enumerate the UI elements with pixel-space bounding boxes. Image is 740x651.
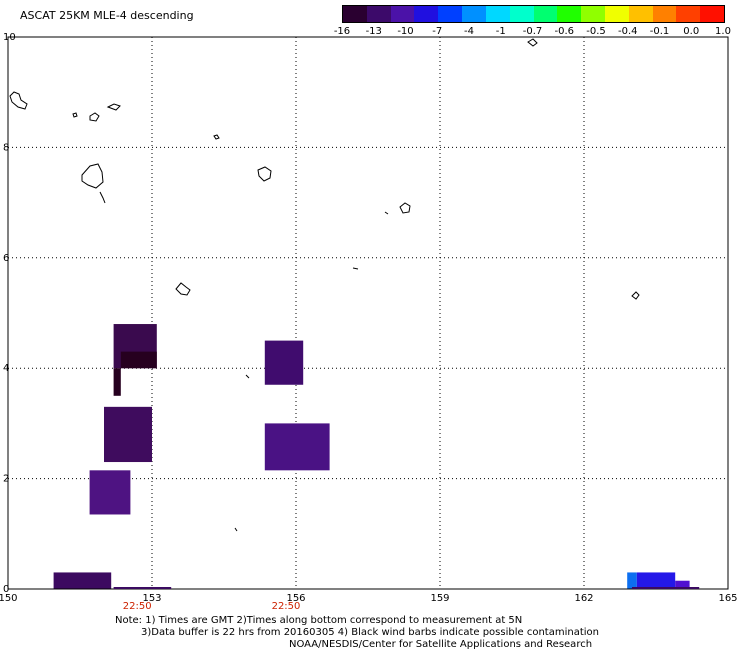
island-outline — [175, 282, 191, 296]
colorbar — [342, 5, 725, 23]
scatterometer-swath — [636, 572, 676, 589]
footnotes: Note: 1) Times are GMT 2)Times along bot… — [115, 615, 599, 651]
y-tick-label: 10 — [3, 32, 16, 43]
colorbar-swatch — [533, 6, 558, 22]
time-labels: 22:50 22:50 — [113, 587, 700, 612]
scatterometer-swath — [104, 406, 152, 463]
colorbar-swatch — [676, 6, 701, 22]
colorbar-label: 0.0 — [683, 26, 700, 37]
island-outline — [99, 191, 106, 204]
island-outline — [527, 38, 538, 47]
y-tick-label: 4 — [3, 363, 9, 374]
colorbar-label: -7 — [432, 26, 443, 37]
colorbar-swatch — [390, 6, 415, 22]
scatterometer-swath — [113, 368, 121, 396]
x-tick-label: 156 — [286, 593, 305, 604]
colorbar-label: -1 — [495, 26, 506, 37]
colorbar-swatch — [414, 6, 439, 22]
y-tick-label: 0 — [3, 584, 9, 595]
note-line-1: Note: 1) Times are GMT 2)Times along bot… — [115, 615, 523, 626]
y-axis-ticks: 0 2 4 6 8 10 — [3, 32, 16, 595]
time-label: 22:50 — [272, 601, 301, 612]
island-outline — [245, 374, 250, 379]
colorbar-label: -0.1 — [649, 26, 670, 37]
colorbar-label: -0.6 — [554, 26, 575, 37]
island-outline — [234, 527, 238, 532]
colorbar-label: -0.4 — [617, 26, 638, 37]
colorbar-swatch — [509, 6, 534, 22]
island-outline — [72, 112, 78, 118]
colorbar-label: -16 — [333, 26, 351, 37]
note-line-3: NOAA/NESDIS/Center for Satellite Applica… — [289, 639, 593, 650]
island-outline — [631, 291, 640, 300]
scatterometer-swath — [120, 351, 157, 369]
colorbar-swatch — [652, 6, 677, 22]
colorbar-label: -13 — [365, 26, 382, 37]
island-outline — [106, 103, 121, 111]
y-tick-label: 8 — [3, 142, 9, 153]
island-outline — [81, 163, 104, 189]
scatterometer-swath — [675, 580, 690, 589]
y-tick-label: 6 — [3, 253, 9, 264]
y-tick-label: 2 — [3, 474, 9, 485]
colorbar-label: -10 — [397, 26, 414, 37]
island-outline — [89, 112, 100, 122]
x-tick-label: 162 — [574, 593, 593, 604]
swath-layer — [53, 324, 690, 589]
colorbar-swatch — [462, 6, 486, 22]
colorbar-label: -0.5 — [586, 26, 606, 37]
island-outline — [384, 211, 389, 215]
scatterometer-swath — [264, 340, 304, 385]
colorbar-label: -4 — [464, 26, 474, 37]
colorbar-swatch — [366, 6, 391, 22]
colorbar-label: 1.0 — [715, 26, 731, 37]
colorbar-swatch — [628, 6, 653, 22]
scatterometer-swath — [627, 572, 637, 589]
map-title: ASCAT 25KM MLE-4 descending — [20, 9, 194, 22]
x-tick-label: 159 — [430, 593, 449, 604]
island-outline — [352, 267, 359, 270]
colorbar-labels: -16 -13 -10 -7 -4 -1 -0.7 -0.6 -0.5 -0.4 -0.1 0.0 1.… — [334, 26, 731, 40]
colorbar-swatch — [604, 6, 629, 22]
x-tick-label: 153 — [142, 593, 161, 604]
colorbar-swatch — [438, 6, 463, 22]
colorbar-label: -0.7 — [522, 26, 543, 37]
time-label: 22:50 — [123, 601, 152, 612]
map-frame — [7, 36, 729, 590]
scatterometer-swath — [89, 470, 131, 515]
note-line-2: 3)Data buffer is 22 hrs from 20160305 4)… — [141, 627, 599, 638]
island-outline — [9, 91, 28, 110]
colorbar-swatch — [557, 6, 582, 22]
island-outline — [213, 134, 220, 140]
x-axis-ticks: 150 153 156 159 162 165 — [0, 593, 738, 604]
colorbar-swatch — [485, 6, 510, 22]
coastlines — [9, 38, 640, 532]
colorbar-swatch — [343, 6, 367, 22]
colorbar-swatch — [581, 6, 605, 22]
island-outline — [257, 166, 272, 182]
scatterometer-swath — [264, 423, 330, 471]
colorbar-swatch — [700, 6, 724, 22]
x-tick-label: 150 — [0, 593, 18, 604]
island-outline — [399, 202, 411, 214]
x-tick-label: 165 — [718, 593, 737, 604]
scatterometer-swath — [53, 572, 112, 589]
